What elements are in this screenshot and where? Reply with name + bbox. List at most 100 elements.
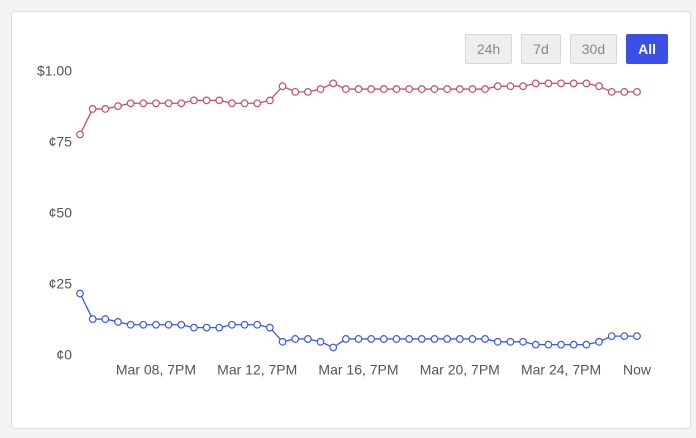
point xyxy=(379,85,388,93)
point xyxy=(316,85,325,93)
point xyxy=(544,340,553,349)
point xyxy=(164,320,173,329)
point xyxy=(76,289,84,298)
range-button[interactable]: All xyxy=(626,34,668,64)
range-button[interactable]: 24h xyxy=(464,34,513,64)
point xyxy=(557,79,565,88)
point xyxy=(278,337,287,346)
point xyxy=(114,318,122,326)
point xyxy=(265,323,274,332)
point xyxy=(392,85,401,93)
point xyxy=(379,335,388,343)
point xyxy=(392,335,401,343)
point xyxy=(190,96,198,105)
point xyxy=(139,320,148,329)
range-button[interactable]: 30d xyxy=(569,34,618,64)
point xyxy=(620,332,629,341)
point xyxy=(101,315,110,323)
x-tick-label: Mar 24, 7PM xyxy=(521,362,601,378)
point xyxy=(240,320,249,329)
point xyxy=(126,320,135,329)
point xyxy=(228,99,236,108)
range-buttons: 24h 7d 30d All xyxy=(464,34,668,64)
point xyxy=(202,96,211,105)
point xyxy=(114,102,122,110)
point xyxy=(481,85,489,93)
point xyxy=(190,323,198,332)
point xyxy=(240,99,249,108)
point xyxy=(405,335,414,343)
card: 24h 7d 30d All xyxy=(11,11,691,429)
x-tick-label: Now xyxy=(623,362,652,378)
point xyxy=(329,343,338,352)
point xyxy=(443,335,452,343)
point xyxy=(582,340,591,349)
y-tick-label: $1.00 xyxy=(37,63,72,79)
point xyxy=(291,335,300,343)
point xyxy=(607,332,616,341)
x-tick-label: Mar 12, 7PM xyxy=(217,362,297,378)
point xyxy=(278,82,287,91)
point xyxy=(531,340,540,349)
point xyxy=(633,87,641,96)
x-tick-label: Mar 16, 7PM xyxy=(318,362,398,378)
point xyxy=(544,79,553,88)
point xyxy=(367,335,376,343)
point xyxy=(202,323,211,332)
point xyxy=(481,335,489,343)
y-tick-label: ¢75 xyxy=(49,134,73,150)
point xyxy=(519,82,527,91)
point xyxy=(417,85,426,93)
point xyxy=(607,87,616,96)
y-tick-label: ¢50 xyxy=(49,205,73,221)
point xyxy=(265,96,274,105)
point xyxy=(126,99,135,108)
point xyxy=(215,96,224,105)
point xyxy=(228,320,236,329)
point xyxy=(557,340,565,349)
point xyxy=(582,79,591,88)
point xyxy=(253,99,262,108)
point xyxy=(139,99,148,108)
point xyxy=(152,320,160,329)
y-tick-label: ¢25 xyxy=(49,276,73,292)
range-button[interactable]: 7d xyxy=(521,34,561,64)
point xyxy=(468,335,477,343)
point xyxy=(177,320,186,329)
point xyxy=(506,82,515,91)
point xyxy=(215,323,224,332)
point xyxy=(354,85,363,93)
point xyxy=(303,87,312,96)
point xyxy=(468,85,477,93)
point xyxy=(405,85,414,93)
point xyxy=(367,85,376,93)
point xyxy=(101,105,110,113)
point xyxy=(569,340,578,349)
point xyxy=(620,87,629,96)
point xyxy=(595,82,603,91)
point xyxy=(329,79,338,88)
point xyxy=(341,85,350,93)
point xyxy=(316,337,325,346)
point xyxy=(341,335,350,343)
point xyxy=(455,335,464,343)
point xyxy=(354,335,363,343)
point xyxy=(177,99,186,108)
point xyxy=(253,320,262,329)
point xyxy=(443,85,452,93)
point xyxy=(595,337,603,346)
point xyxy=(493,337,502,346)
point xyxy=(417,335,426,343)
point xyxy=(493,82,502,91)
y-tick-label: ¢0 xyxy=(56,347,72,363)
point xyxy=(291,87,300,96)
point xyxy=(455,85,464,93)
point xyxy=(76,130,84,139)
point xyxy=(531,79,540,88)
point xyxy=(569,79,578,88)
point xyxy=(152,99,160,108)
point xyxy=(430,335,439,343)
point xyxy=(430,85,439,93)
